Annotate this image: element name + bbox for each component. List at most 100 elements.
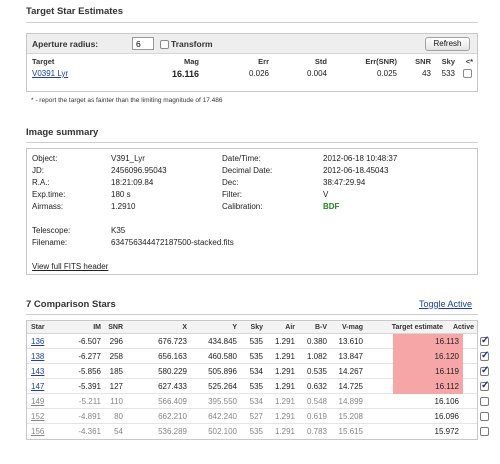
target-mag: 16.116 [171, 69, 199, 79]
star-link[interactable]: 149 [31, 397, 45, 406]
x-cell: 627.433 [158, 382, 187, 391]
target-err: 0.026 [248, 69, 269, 78]
ra-label: R.A.: [32, 178, 50, 187]
y-cell: 505.896 [208, 367, 237, 376]
im-cell: -4.361 [78, 427, 101, 436]
target-estimate-cell: 16.113 [393, 334, 463, 349]
sky-cell: 535 [249, 427, 263, 436]
star-link[interactable]: 136 [31, 337, 45, 346]
fainter-checkbox[interactable] [463, 69, 472, 78]
target-snr: 43 [422, 69, 431, 78]
col-mag: Mag [184, 57, 199, 66]
refresh-button[interactable]: Refresh [425, 37, 470, 51]
view-fits-header-link[interactable]: View full FITS header [32, 262, 109, 271]
sky-cell: 535 [249, 352, 263, 361]
target-panel: Aperture radius: Transform Refresh Targe… [26, 33, 478, 92]
snr-cell: 110 [110, 397, 123, 406]
aperture-radius-input[interactable] [132, 37, 154, 50]
active-checkbox[interactable] [480, 397, 489, 406]
target-estimate-value: 16.120 [434, 352, 459, 361]
col-x: X [182, 324, 187, 331]
filename-value: 634756344472187500-stacked.fits [111, 238, 234, 247]
air-cell: 1.291 [274, 427, 295, 436]
active-checkbox[interactable] [480, 350, 489, 361]
star-link[interactable]: 138 [31, 352, 45, 361]
active-checkbox[interactable] [480, 335, 489, 346]
x-cell: 566.409 [158, 397, 187, 406]
x-cell: 662.210 [158, 412, 187, 421]
snr-cell: 80 [114, 412, 123, 421]
comparison-section-title: 7 Comparison Stars [26, 299, 116, 310]
col-fainter: <* [465, 57, 473, 66]
filter-value: V [323, 190, 329, 199]
comparison-row: 16.119 143 -5.856 185 580.229 505.896 534 1.291… [27, 364, 489, 379]
filter-label: Filter: [222, 190, 242, 199]
y-cell: 502.100 [208, 427, 237, 436]
col-star: Star [31, 324, 45, 331]
jd-label: JD: [32, 166, 44, 175]
target-estimate-value: 16.112 [435, 382, 459, 391]
active-checkbox[interactable] [480, 412, 489, 421]
bv-cell: 0.632 [306, 382, 327, 391]
datetime-label: Date/Time: [222, 154, 261, 163]
star-link[interactable]: 156 [31, 427, 45, 436]
star-link[interactable]: 147 [31, 382, 45, 391]
vmag-cell: 14.899 [338, 397, 363, 406]
air-cell: 1.291 [274, 382, 295, 391]
transform-label: Transform [171, 39, 213, 49]
comparison-row: 15.972 156 -4.361 54 536.289 502.100 535 1.291 0… [27, 424, 489, 439]
star-link[interactable]: 152 [31, 412, 45, 421]
col-err: Err [258, 57, 269, 66]
bv-cell: 0.619 [306, 412, 327, 421]
image-summary-panel: Object: V391_Lyr JD: 2456096.95043 R.A.:… [26, 148, 478, 275]
target-section-title: Target Star Estimates [26, 6, 123, 17]
vmag-cell: 15.208 [338, 412, 363, 421]
transform-checkbox[interactable] [160, 40, 169, 49]
vmag-cell: 15.615 [338, 427, 363, 436]
vmag-cell: 14.267 [338, 367, 363, 376]
active-checkbox[interactable] [480, 365, 489, 376]
col-air: Air [285, 324, 295, 331]
calibration-value: BDF [323, 202, 340, 211]
target-header-row: Target Mag Err Std Err(SNR) SNR Sky <* [27, 54, 477, 66]
active-checkbox[interactable] [480, 380, 489, 391]
vmag-cell: 13.610 [338, 337, 363, 346]
image-summary-title: Image summary [26, 127, 99, 138]
target-estimate-cell: 16.096 [393, 409, 463, 424]
col-snr: SNR [415, 57, 431, 66]
object-value: V391_Lyr [111, 154, 145, 163]
comparison-row: 16.106 149 -5.211 110 566.409 395.550 534 1.291… [27, 394, 489, 409]
divider [26, 22, 478, 23]
target-toolbar: Aperture radius: Transform Refresh [27, 34, 477, 54]
star-link[interactable]: 143 [31, 367, 45, 376]
x-cell: 676.723 [158, 337, 187, 346]
active-checkbox[interactable] [480, 427, 489, 436]
telescope-value: K35 [111, 226, 126, 235]
snr-cell: 296 [109, 337, 123, 346]
decimal-date-label: Decimal Date: [222, 166, 273, 175]
target-star-link[interactable]: V0391 Lyr [32, 69, 69, 78]
target-sky: 533 [441, 69, 455, 78]
air-cell: 1.291 [274, 367, 295, 376]
target-estimate-value: 16.106 [434, 397, 459, 406]
target-estimate-value: 15.972 [434, 427, 459, 436]
toggle-active-link[interactable]: Toggle Active [419, 299, 473, 309]
exptime-label: Exp.time: [32, 190, 66, 199]
snr-cell: 54 [114, 427, 123, 436]
airmass-value: 1.2910 [111, 202, 136, 211]
col-active: Active [452, 324, 474, 331]
comparison-row: 16.112 147 -5.391 127 627.433 525.264 535 1.291… [27, 379, 489, 394]
col-target-estimate: Target estimate [391, 324, 443, 331]
divider [26, 314, 478, 315]
y-cell: 525.264 [208, 382, 237, 391]
filename-label: Filename: [32, 238, 68, 247]
col-vmag: V-mag [341, 324, 363, 331]
vmag-cell: 13.847 [338, 352, 363, 361]
exptime-value: 180 s [111, 190, 131, 199]
bv-cell: 0.380 [306, 337, 327, 346]
air-cell: 1.291 [274, 337, 295, 346]
target-err-snr: 0.025 [376, 69, 397, 78]
air-cell: 1.291 [274, 352, 295, 361]
calibration-label: Calibration: [222, 202, 263, 211]
y-cell: 460.580 [208, 352, 237, 361]
